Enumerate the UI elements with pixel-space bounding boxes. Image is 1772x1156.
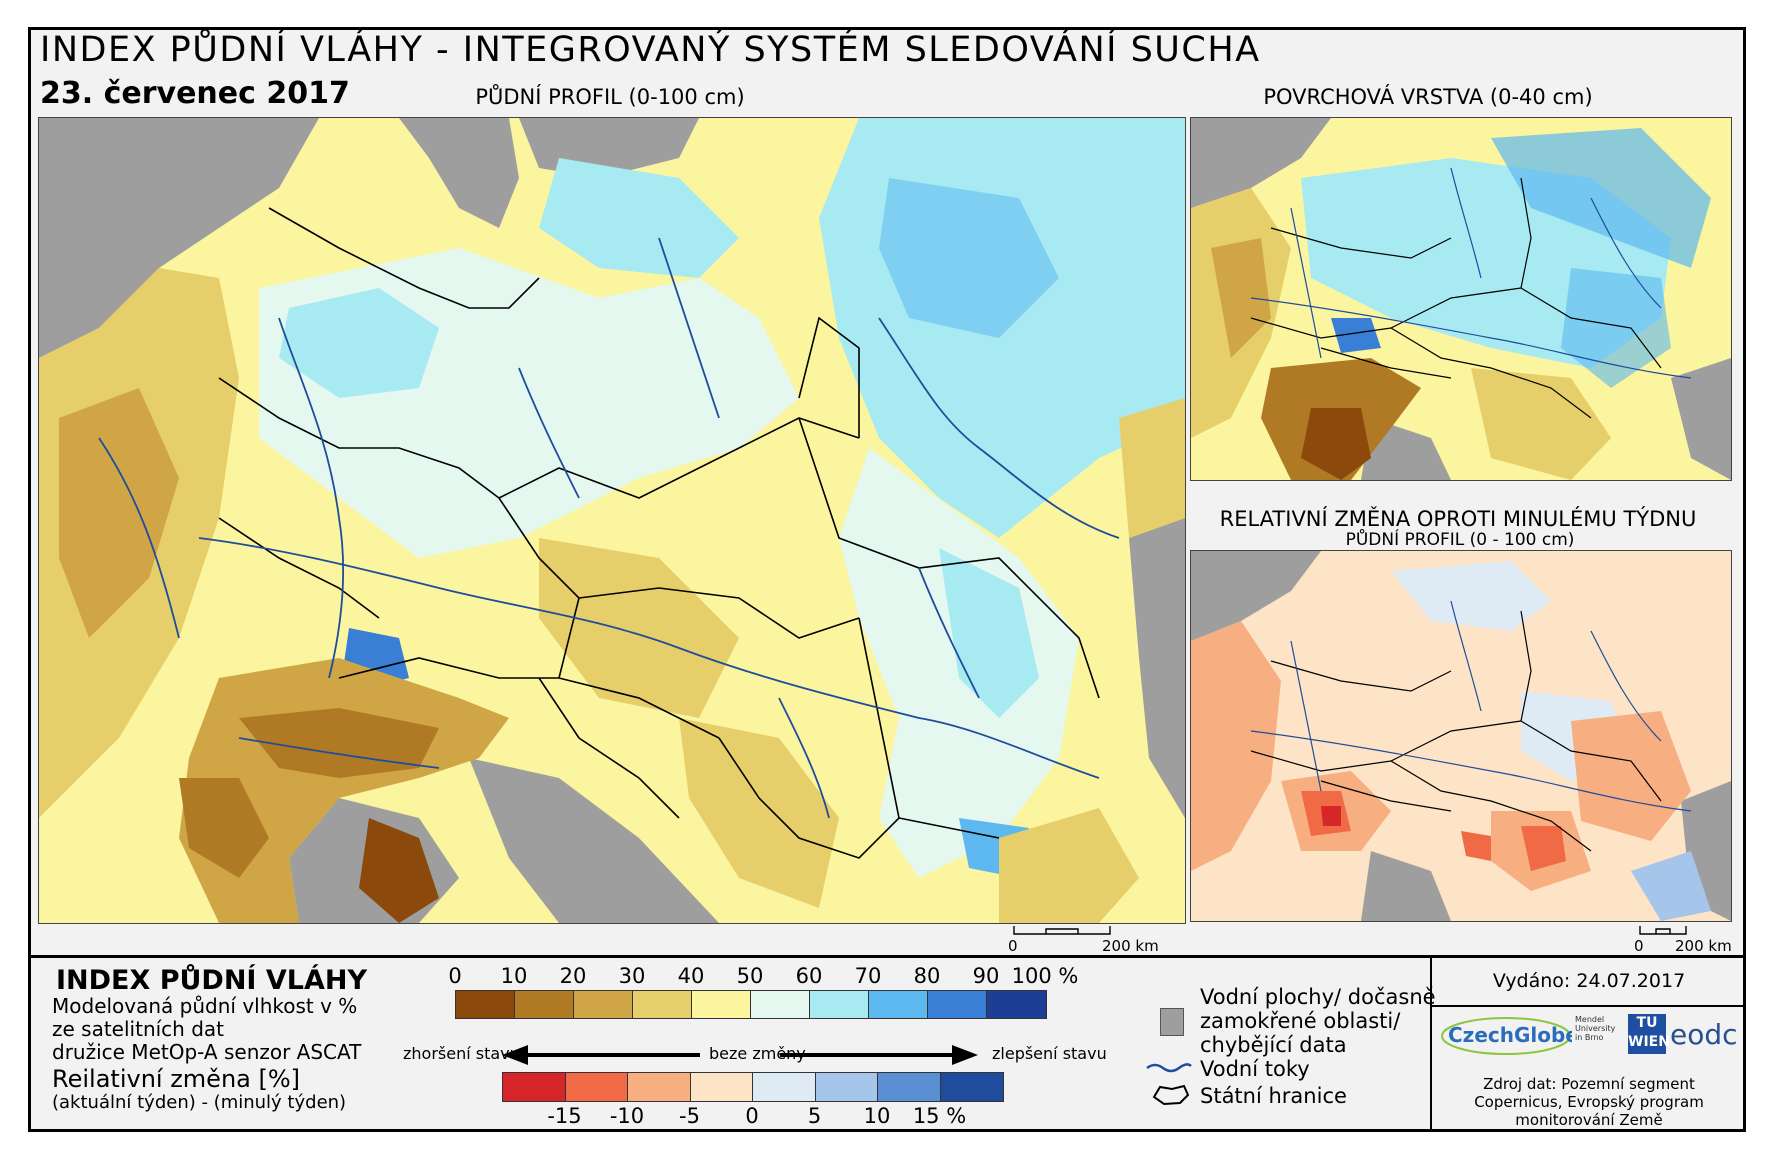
mendel-text: Mendel University in Brno xyxy=(1575,1015,1616,1042)
moisture-swatch-6 xyxy=(810,991,869,1018)
data-source-line-3: monitorování Země xyxy=(1515,1111,1663,1129)
change-swatch-7 xyxy=(940,1073,1003,1101)
figure-date: 23. červenec 2017 xyxy=(40,76,350,111)
border-outline-icon xyxy=(1152,1084,1190,1106)
surface-layer-map xyxy=(1190,117,1732,481)
key-water-line-1: Vodní plochy/ dočasně xyxy=(1200,985,1436,1009)
change-map-label: RELATIVNÍ ZMĚNA OPROTI MINULÉMU TÝDNU xyxy=(1219,507,1697,531)
change-map-canvas xyxy=(1191,551,1731,921)
main-map-label: PŮDNÍ PROFIL (0-100 cm) xyxy=(475,85,745,109)
czechglobe-logo: CzechGlobe xyxy=(1440,1012,1579,1056)
scalebar-change-max: 200 km xyxy=(1675,937,1732,955)
river-line-icon xyxy=(1146,1063,1192,1073)
change-swatch-2 xyxy=(628,1073,691,1101)
footer-divider xyxy=(1430,955,1432,1132)
legend-title: INDEX PŮDNÍ VLÁHY xyxy=(56,965,368,996)
legend-desc-1: Modelovaná půdní vlhkost v % xyxy=(52,994,358,1018)
moisture-swatch-0 xyxy=(456,991,515,1018)
legend-desc-2: ze satelitních dat xyxy=(52,1017,224,1041)
change-tick-6: 15 % xyxy=(912,1104,967,1128)
arrow-right-label: zlepšení stavu xyxy=(992,1044,1107,1063)
figure-title: INDEX PŮDNÍ VLÁHY - INTEGROVANÝ SYSTÉM S… xyxy=(40,30,1261,70)
key-water-line-2: zamokřené oblasti/ xyxy=(1200,1009,1401,1033)
change-swatch-1 xyxy=(565,1073,628,1101)
legend-change-title: Reilativní změna [%] xyxy=(52,1065,301,1093)
surface-map-label: POVRCHOVÁ VRSTVA (0-40 cm) xyxy=(1263,85,1593,109)
main-soil-moisture-map xyxy=(38,117,1186,924)
legend-change-sub: (aktuální týden) - (minulý týden) xyxy=(52,1092,347,1113)
change-tick-0: -15 xyxy=(547,1104,582,1128)
key-water-text: Vodní plochy/ dočasně zamokřené oblasti/… xyxy=(1200,985,1436,1057)
change-tick-4: 5 xyxy=(807,1104,822,1128)
change-tick-1: -10 xyxy=(609,1104,645,1128)
moisture-swatch-9 xyxy=(987,991,1046,1018)
change-tick-5: 10 xyxy=(863,1104,891,1128)
change-swatch-0 xyxy=(503,1073,566,1101)
data-source-line-2: Copernicus, Evropský program xyxy=(1474,1093,1704,1111)
data-source-line-1: Zdroj dat: Pozemní segment xyxy=(1483,1075,1695,1093)
moisture-tick-2: 20 xyxy=(559,964,587,988)
key-rivers-label: Vodní toky xyxy=(1200,1057,1310,1081)
change-swatch-3 xyxy=(690,1073,753,1101)
legend-desc-3: družice MetOp-A senzor ASCAT xyxy=(52,1040,362,1064)
arrow-mid-label: beze změny xyxy=(709,1044,806,1063)
change-color-ramp xyxy=(502,1072,1004,1102)
issued-date: Vydáno: 24.07.2017 xyxy=(1492,970,1686,992)
legend-divider xyxy=(28,955,1746,958)
data-source: Zdroj dat: Pozemní segment Copernicus, E… xyxy=(1432,1075,1746,1129)
eodc-logo: eodc xyxy=(1670,1018,1738,1051)
moisture-tick-labels: 0 10 20 30 40 50 60 70 80 90 100 % xyxy=(448,964,1078,990)
scalebar-main-max: 200 km xyxy=(1102,937,1159,955)
moisture-tick-8: 80 xyxy=(913,964,941,988)
tu-wien-logo: TU WIEN xyxy=(1628,1014,1670,1054)
moisture-swatch-1 xyxy=(515,991,574,1018)
mendel-logo: Mendel University in Brno xyxy=(1575,1015,1625,1057)
change-tick-3: 0 xyxy=(745,1104,759,1128)
key-water-line-3: chybějící data xyxy=(1200,1033,1347,1057)
moisture-tick-4: 40 xyxy=(677,964,705,988)
moisture-tick-5: 50 xyxy=(736,964,764,988)
moisture-swatch-5 xyxy=(751,991,810,1018)
czechglobe-text: CzechGlobe xyxy=(1448,1023,1572,1047)
main-map-canvas xyxy=(39,118,1185,923)
surface-map-canvas xyxy=(1191,118,1731,480)
moisture-tick-0: 0 xyxy=(448,964,462,988)
moisture-swatch-7 xyxy=(869,991,928,1018)
tu-wien-text: TU WIEN xyxy=(1628,1015,1670,1050)
moisture-tick-7: 70 xyxy=(854,964,882,988)
moisture-tick-6: 60 xyxy=(795,964,823,988)
scalebar-change-zero: 0 xyxy=(1634,937,1644,955)
change-tick-2: -5 xyxy=(679,1104,700,1128)
eodc-text: eodc xyxy=(1670,1018,1738,1051)
moisture-tick-1: 10 xyxy=(500,964,528,988)
moisture-swatch-2 xyxy=(574,991,633,1018)
key-borders-label: Státní hranice xyxy=(1200,1084,1347,1108)
double-arrow-icon xyxy=(502,1045,978,1065)
moisture-swatch-3 xyxy=(633,991,692,1018)
relative-change-map xyxy=(1190,550,1732,922)
issued-divider xyxy=(1432,1005,1746,1007)
change-tick-labels: -15 -10 -5 0 5 10 15 % xyxy=(502,1104,1002,1130)
moisture-tick-10: 100 % xyxy=(1011,964,1079,988)
scalebar-main-zero: 0 xyxy=(1008,937,1018,955)
change-swatch-4 xyxy=(753,1073,816,1101)
arrow-left-label: zhoršení stavu xyxy=(403,1044,520,1063)
change-swatch-5 xyxy=(815,1073,878,1101)
moisture-color-ramp xyxy=(455,990,1047,1019)
change-swatch-6 xyxy=(878,1073,941,1101)
water-areas-swatch xyxy=(1160,1008,1184,1036)
change-map-sublabel: PŮDNÍ PROFIL (0 - 100 cm) xyxy=(1345,530,1575,550)
moisture-swatch-4 xyxy=(692,991,751,1018)
moisture-swatch-8 xyxy=(928,991,987,1018)
moisture-tick-9: 90 xyxy=(972,964,1000,988)
moisture-tick-3: 30 xyxy=(618,964,646,988)
